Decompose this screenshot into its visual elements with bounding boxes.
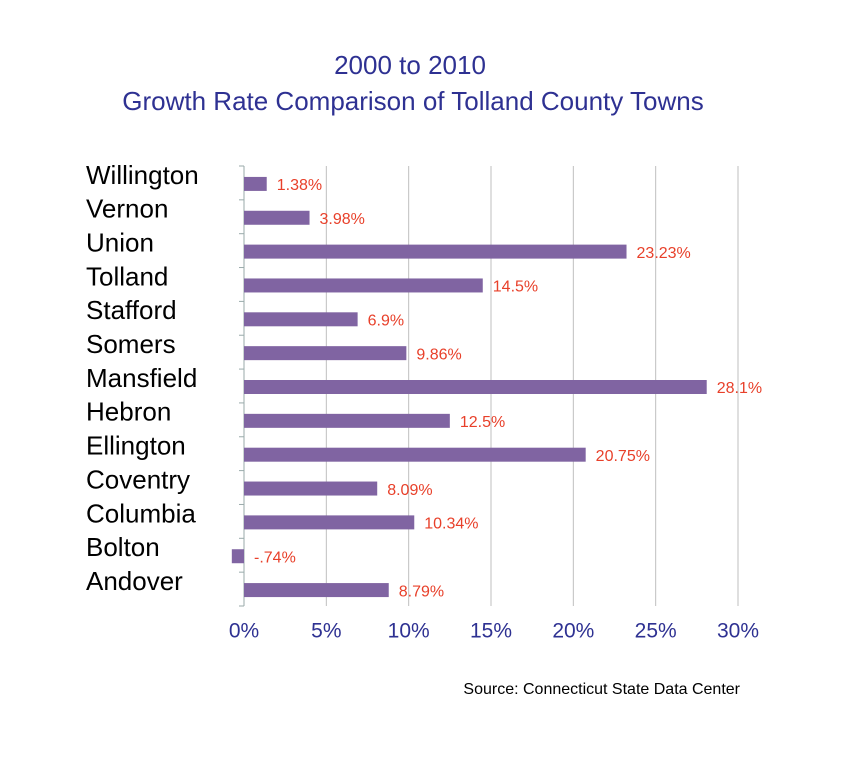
value-label: 28.1% bbox=[717, 380, 762, 397]
bar bbox=[244, 515, 415, 530]
chart-title: 2000 to 2010 bbox=[334, 50, 486, 80]
category-label: Union bbox=[86, 227, 154, 257]
category-label: Andover bbox=[86, 566, 183, 596]
value-label: 8.79% bbox=[399, 583, 444, 600]
value-label: 10.34% bbox=[424, 516, 478, 533]
x-tick-label: 20% bbox=[552, 620, 594, 643]
x-tick-label: 5% bbox=[311, 620, 341, 643]
bar bbox=[244, 312, 358, 327]
value-label: -.74% bbox=[254, 549, 296, 566]
value-label: 3.98% bbox=[320, 211, 365, 228]
category-label: Columbia bbox=[86, 498, 196, 528]
value-label: 1.38% bbox=[277, 177, 322, 194]
category-label: Stafford bbox=[86, 295, 177, 325]
category-label: Vernon bbox=[86, 194, 168, 224]
value-label: 8.09% bbox=[387, 482, 432, 499]
x-tick-label: 10% bbox=[388, 620, 430, 643]
category-label: Coventry bbox=[86, 464, 190, 494]
bar bbox=[244, 380, 707, 394]
x-tick-label: 0% bbox=[229, 620, 259, 643]
value-label: 6.9% bbox=[368, 313, 404, 330]
bar bbox=[244, 346, 407, 361]
value-label: 12.5% bbox=[460, 414, 505, 431]
bar bbox=[231, 549, 244, 564]
x-tick-label: 25% bbox=[635, 620, 677, 643]
category-label: Ellington bbox=[86, 431, 186, 461]
bar bbox=[244, 447, 586, 462]
bar bbox=[244, 481, 378, 496]
category-label: Willington bbox=[86, 160, 199, 190]
x-tick-label: 15% bbox=[470, 620, 512, 643]
value-label: 20.75% bbox=[596, 448, 650, 465]
category-label: Somers bbox=[86, 329, 176, 359]
chart-subtitle: Growth Rate Comparison of Tolland County… bbox=[122, 86, 703, 116]
bar bbox=[244, 244, 627, 259]
bar bbox=[244, 210, 310, 225]
value-label: 9.86% bbox=[416, 346, 461, 363]
value-label: 14.5% bbox=[493, 279, 538, 296]
bar bbox=[244, 413, 450, 428]
value-label: 23.23% bbox=[637, 245, 691, 262]
bar bbox=[244, 176, 267, 191]
category-label: Hebron bbox=[86, 397, 171, 427]
category-label: Tolland bbox=[86, 261, 168, 291]
x-tick-label: 30% bbox=[717, 620, 759, 643]
bar bbox=[244, 278, 483, 293]
bar bbox=[244, 583, 389, 598]
category-label: Mansfield bbox=[86, 363, 197, 393]
category-label: Bolton bbox=[86, 532, 160, 562]
source-note: Source: Connecticut State Data Center bbox=[463, 681, 740, 698]
